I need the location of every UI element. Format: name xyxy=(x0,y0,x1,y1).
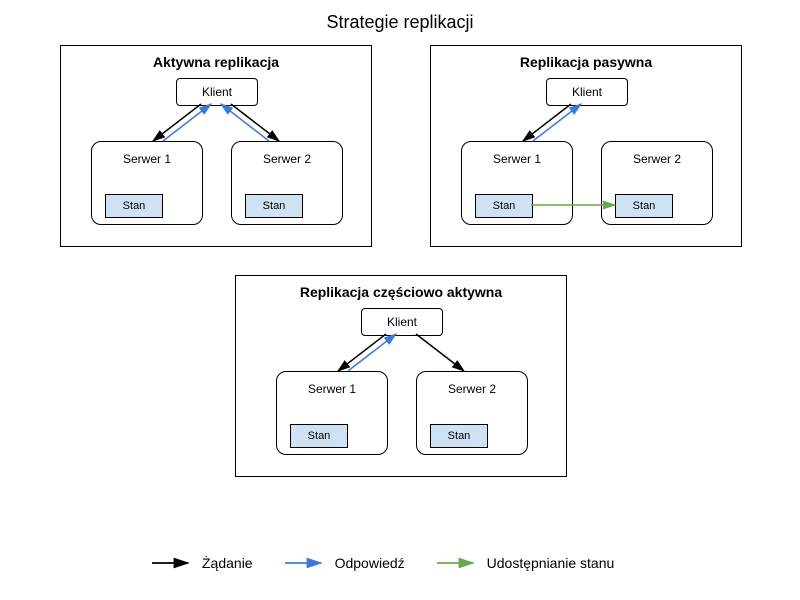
legend-item-request: Żądanie xyxy=(150,555,253,571)
state2-label: Stan xyxy=(448,430,471,442)
client-box: Klient xyxy=(361,308,443,336)
legend-item-share: Udostępnianie stanu xyxy=(435,555,615,571)
legend-label: Odpowiedź xyxy=(335,555,405,571)
state1-label: Stan xyxy=(308,430,331,442)
client-box: Klient xyxy=(176,78,258,106)
arrow-icon xyxy=(435,557,479,569)
server1-label: Serwer 1 xyxy=(277,382,387,396)
state2-label: Stan xyxy=(263,200,286,212)
state2-label: Stan xyxy=(633,200,656,212)
legend-label: Żądanie xyxy=(202,555,253,571)
arrow-icon xyxy=(283,557,327,569)
state2-box: Stan xyxy=(615,194,673,218)
state2-box: Stan xyxy=(245,194,303,218)
client-label: Klient xyxy=(387,315,417,329)
panel-active-title: Aktywna replikacja xyxy=(61,54,371,70)
legend: Żądanie Odpowiedź Udostępnianie stanu xyxy=(150,555,614,571)
panel-semi: Replikacja częściowo aktywna Klient Serw… xyxy=(235,275,567,477)
state1-box: Stan xyxy=(475,194,533,218)
server2-label: Serwer 2 xyxy=(417,382,527,396)
panel-passive-title: Replikacja pasywna xyxy=(431,54,741,70)
legend-item-response: Odpowiedź xyxy=(283,555,405,571)
server2-label: Serwer 2 xyxy=(232,152,342,166)
panel-semi-title: Replikacja częściowo aktywna xyxy=(236,284,566,300)
arrow-icon xyxy=(150,557,194,569)
server1-label: Serwer 1 xyxy=(462,152,572,166)
legend-label: Udostępnianie stanu xyxy=(487,555,615,571)
state1-label: Stan xyxy=(493,200,516,212)
server1-label: Serwer 1 xyxy=(92,152,202,166)
panel-active: Aktywna replikacja Klient Serwer 1 Serwe… xyxy=(60,45,372,247)
state1-label: Stan xyxy=(123,200,146,212)
panel-passive: Replikacja pasywna Klient Serwer 1 Serwe… xyxy=(430,45,742,247)
state2-box: Stan xyxy=(430,424,488,448)
client-box: Klient xyxy=(546,78,628,106)
state1-box: Stan xyxy=(290,424,348,448)
server2-label: Serwer 2 xyxy=(602,152,712,166)
state1-box: Stan xyxy=(105,194,163,218)
client-label: Klient xyxy=(572,85,602,99)
page-title: Strategie replikacji xyxy=(0,12,800,33)
client-label: Klient xyxy=(202,85,232,99)
